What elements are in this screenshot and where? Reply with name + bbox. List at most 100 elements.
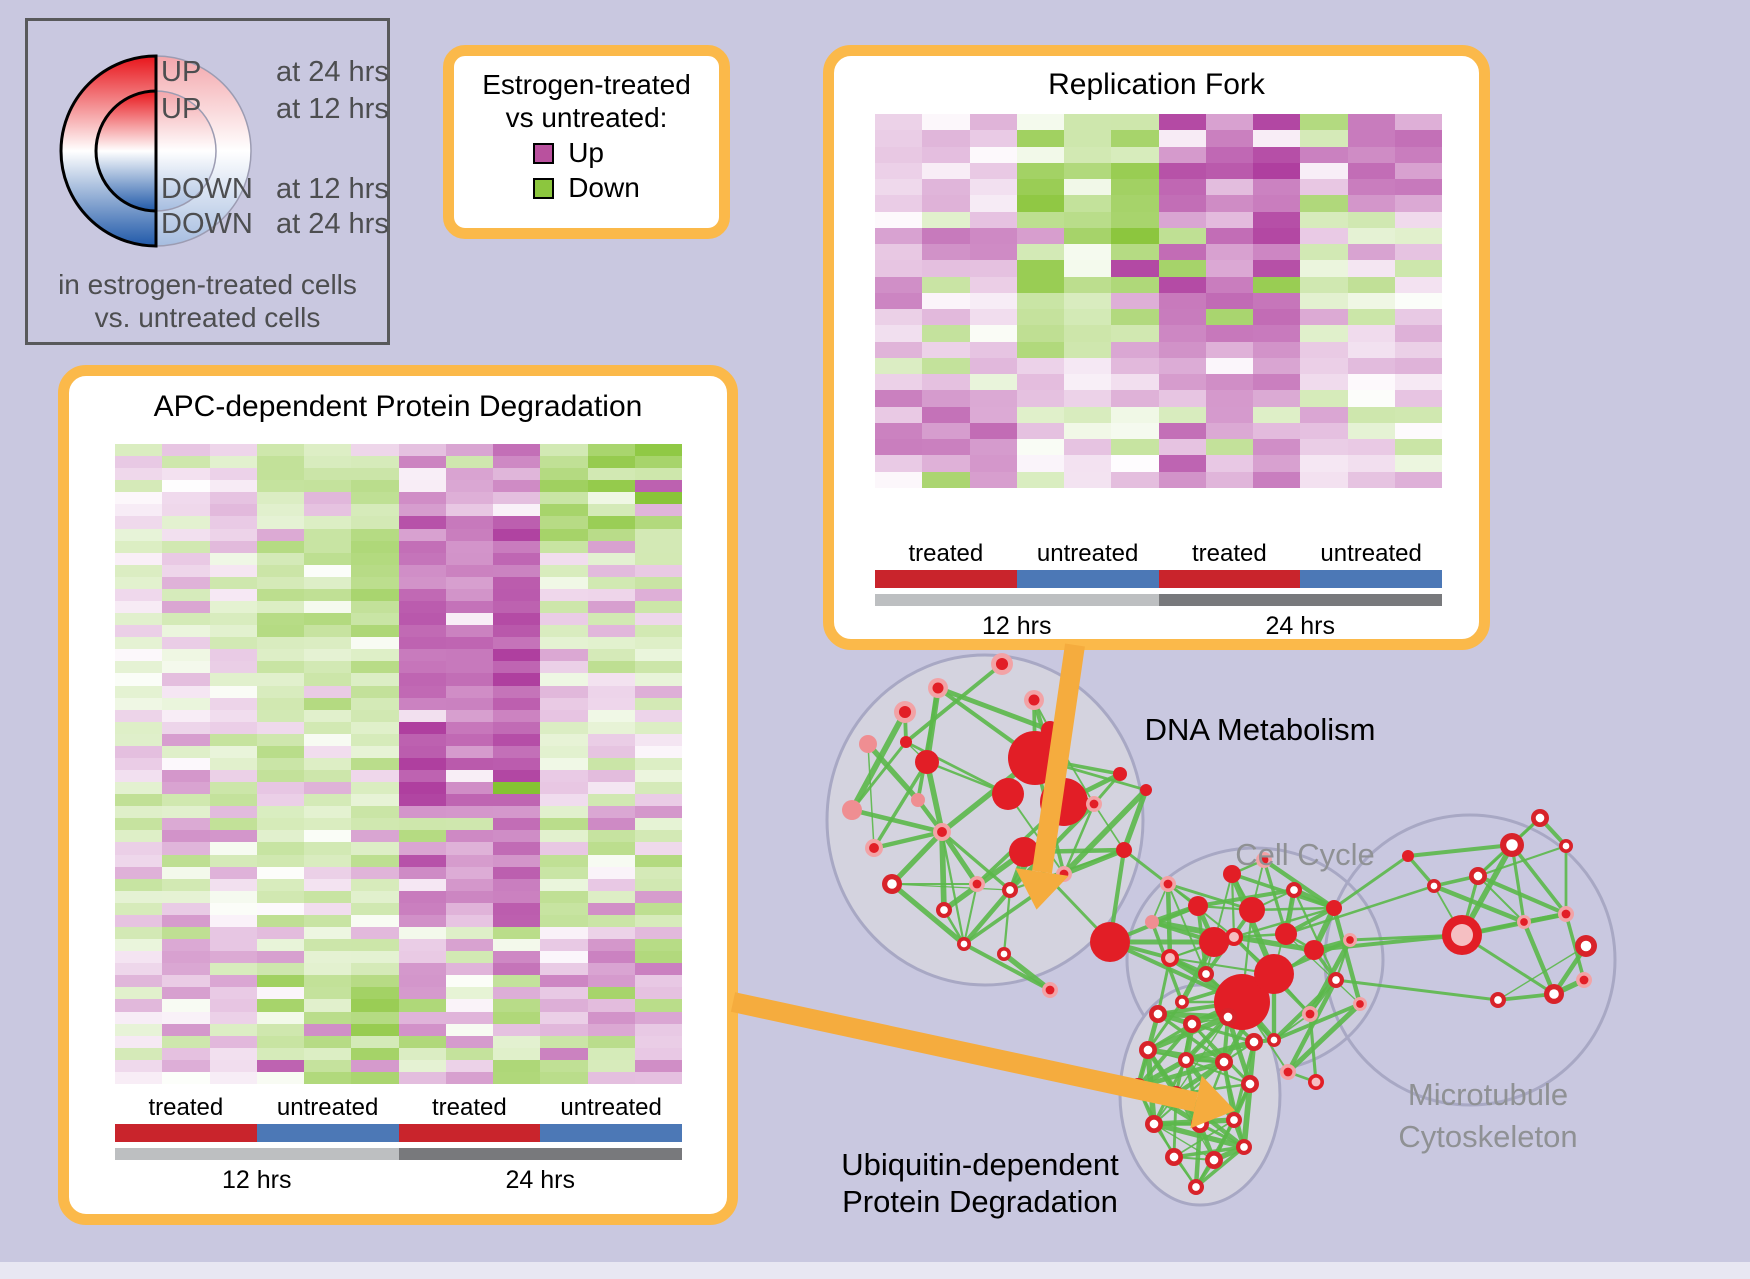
heatmap-cell [493, 613, 541, 626]
heatmap-cell [115, 854, 163, 867]
heatmap-cell [1300, 292, 1348, 310]
heatmap-cell [1064, 195, 1112, 212]
heatmap-cell [256, 854, 304, 867]
heatmap-cell [540, 806, 588, 819]
heatmap-cell [115, 673, 163, 686]
heatmap-cell [115, 721, 163, 734]
heatmap-cell [1253, 455, 1301, 472]
heatmap-cell [540, 661, 588, 674]
group-label-untreated: untreated [1036, 540, 1139, 567]
heatmap-cell [540, 1047, 588, 1060]
heatmap-cell [162, 600, 210, 614]
heatmap-cell [304, 794, 352, 807]
heatmap-cell [493, 818, 541, 831]
heatmap-cell [1064, 455, 1112, 472]
heatmap-cell [969, 357, 1017, 375]
heatmap-cell [634, 1023, 682, 1036]
heatmap-cell [351, 1023, 399, 1036]
heatmap-cell [1347, 179, 1395, 196]
heatmap-cell [875, 390, 923, 407]
heatmap-cell [445, 456, 493, 469]
heatmap-cell [493, 963, 541, 976]
heatmap-cell [969, 130, 1017, 147]
heatmap-cell [634, 480, 682, 493]
heatmap-cell [540, 999, 588, 1012]
heatmap-cell [1347, 341, 1395, 358]
heatmap-cell [587, 782, 635, 795]
heatmap-cell [304, 552, 352, 565]
heatmap-cell [1394, 260, 1442, 277]
heatmap-cell [162, 625, 210, 638]
heatmap-cell [398, 939, 446, 952]
heatmap-cell [351, 540, 399, 553]
heatmap-cell [115, 794, 163, 807]
heatmap-cell [256, 914, 304, 928]
heatmap-cell [540, 480, 588, 493]
heatmap-cell [445, 770, 493, 783]
heatmap-cell [493, 721, 541, 734]
heatmap-cell [587, 806, 635, 819]
heatmap-cell [209, 468, 257, 481]
heatmap-cell [115, 504, 163, 517]
heatmap-cell [445, 794, 493, 807]
heatmap-cell [493, 528, 541, 541]
heatmap-cell [634, 854, 682, 867]
heatmap-cell [922, 130, 970, 147]
heatmap-cell [1205, 146, 1253, 163]
heatmap-cell [634, 1011, 682, 1024]
heatmap-cell [1064, 471, 1112, 488]
heatmap-cell [445, 709, 493, 722]
heatmap-cell [1158, 309, 1206, 326]
heatmap-cell [115, 444, 163, 457]
time-label-12hrs: 12 hrs [222, 1166, 292, 1194]
heatmap-cell [1158, 325, 1206, 342]
heatmap-cell [634, 890, 682, 903]
heatmap-cell [1205, 260, 1253, 277]
heatmap-cell [398, 854, 446, 867]
heatmap-cell [1016, 260, 1064, 277]
heatmap-cell [162, 914, 210, 928]
heatmap-cell [1347, 244, 1395, 261]
heatmap-cell [1158, 146, 1206, 163]
heatmap-cell [256, 637, 304, 650]
heatmap-cell [587, 552, 635, 565]
heatmap-cell [398, 963, 446, 976]
heatmap-cell [115, 588, 163, 601]
heatmap-cell [1394, 244, 1442, 261]
heatmap-cell [209, 480, 257, 493]
heatmap-cell [1016, 325, 1064, 342]
heatmap-cell [1300, 439, 1348, 456]
replication-fork-treatment-bar [875, 570, 1442, 588]
heatmap-cell [445, 721, 493, 734]
heatmap-cell [1205, 227, 1253, 245]
heatmap-cell [351, 576, 399, 589]
heatmap-cell [256, 733, 304, 746]
heatmap-cell [1064, 292, 1112, 310]
heatmap-cell [875, 244, 923, 261]
heatmap-cell [969, 195, 1017, 212]
heatmap-cell [1016, 292, 1064, 310]
heatmap-cell [587, 890, 635, 903]
heatmap-cell [351, 661, 399, 674]
heatmap-cell [634, 842, 682, 855]
heatmap-cell [351, 999, 399, 1012]
heatmap-cell [1111, 309, 1159, 326]
heatmap-cell [1064, 162, 1112, 180]
heatmap-cell [587, 963, 635, 976]
estrogen-legend-title-line2: vs untreated: [505, 102, 668, 133]
heatmap-cell [209, 927, 257, 940]
heatmap-cell [1064, 227, 1112, 245]
heatmap-cell [1347, 276, 1395, 293]
heatmap-cell [922, 325, 970, 342]
heatmap-cell [634, 939, 682, 952]
heatmap-cell [398, 927, 446, 940]
heatmap-cell [587, 504, 635, 517]
heatmap-cell [256, 927, 304, 940]
heatmap-cell [875, 406, 923, 423]
heatmap-cell [304, 564, 352, 577]
heatmap-cell [1016, 439, 1064, 456]
heatmap-cell [634, 588, 682, 601]
heatmap-cell [445, 552, 493, 565]
heatmap-cell [256, 782, 304, 795]
heatmap-cell [634, 757, 682, 771]
